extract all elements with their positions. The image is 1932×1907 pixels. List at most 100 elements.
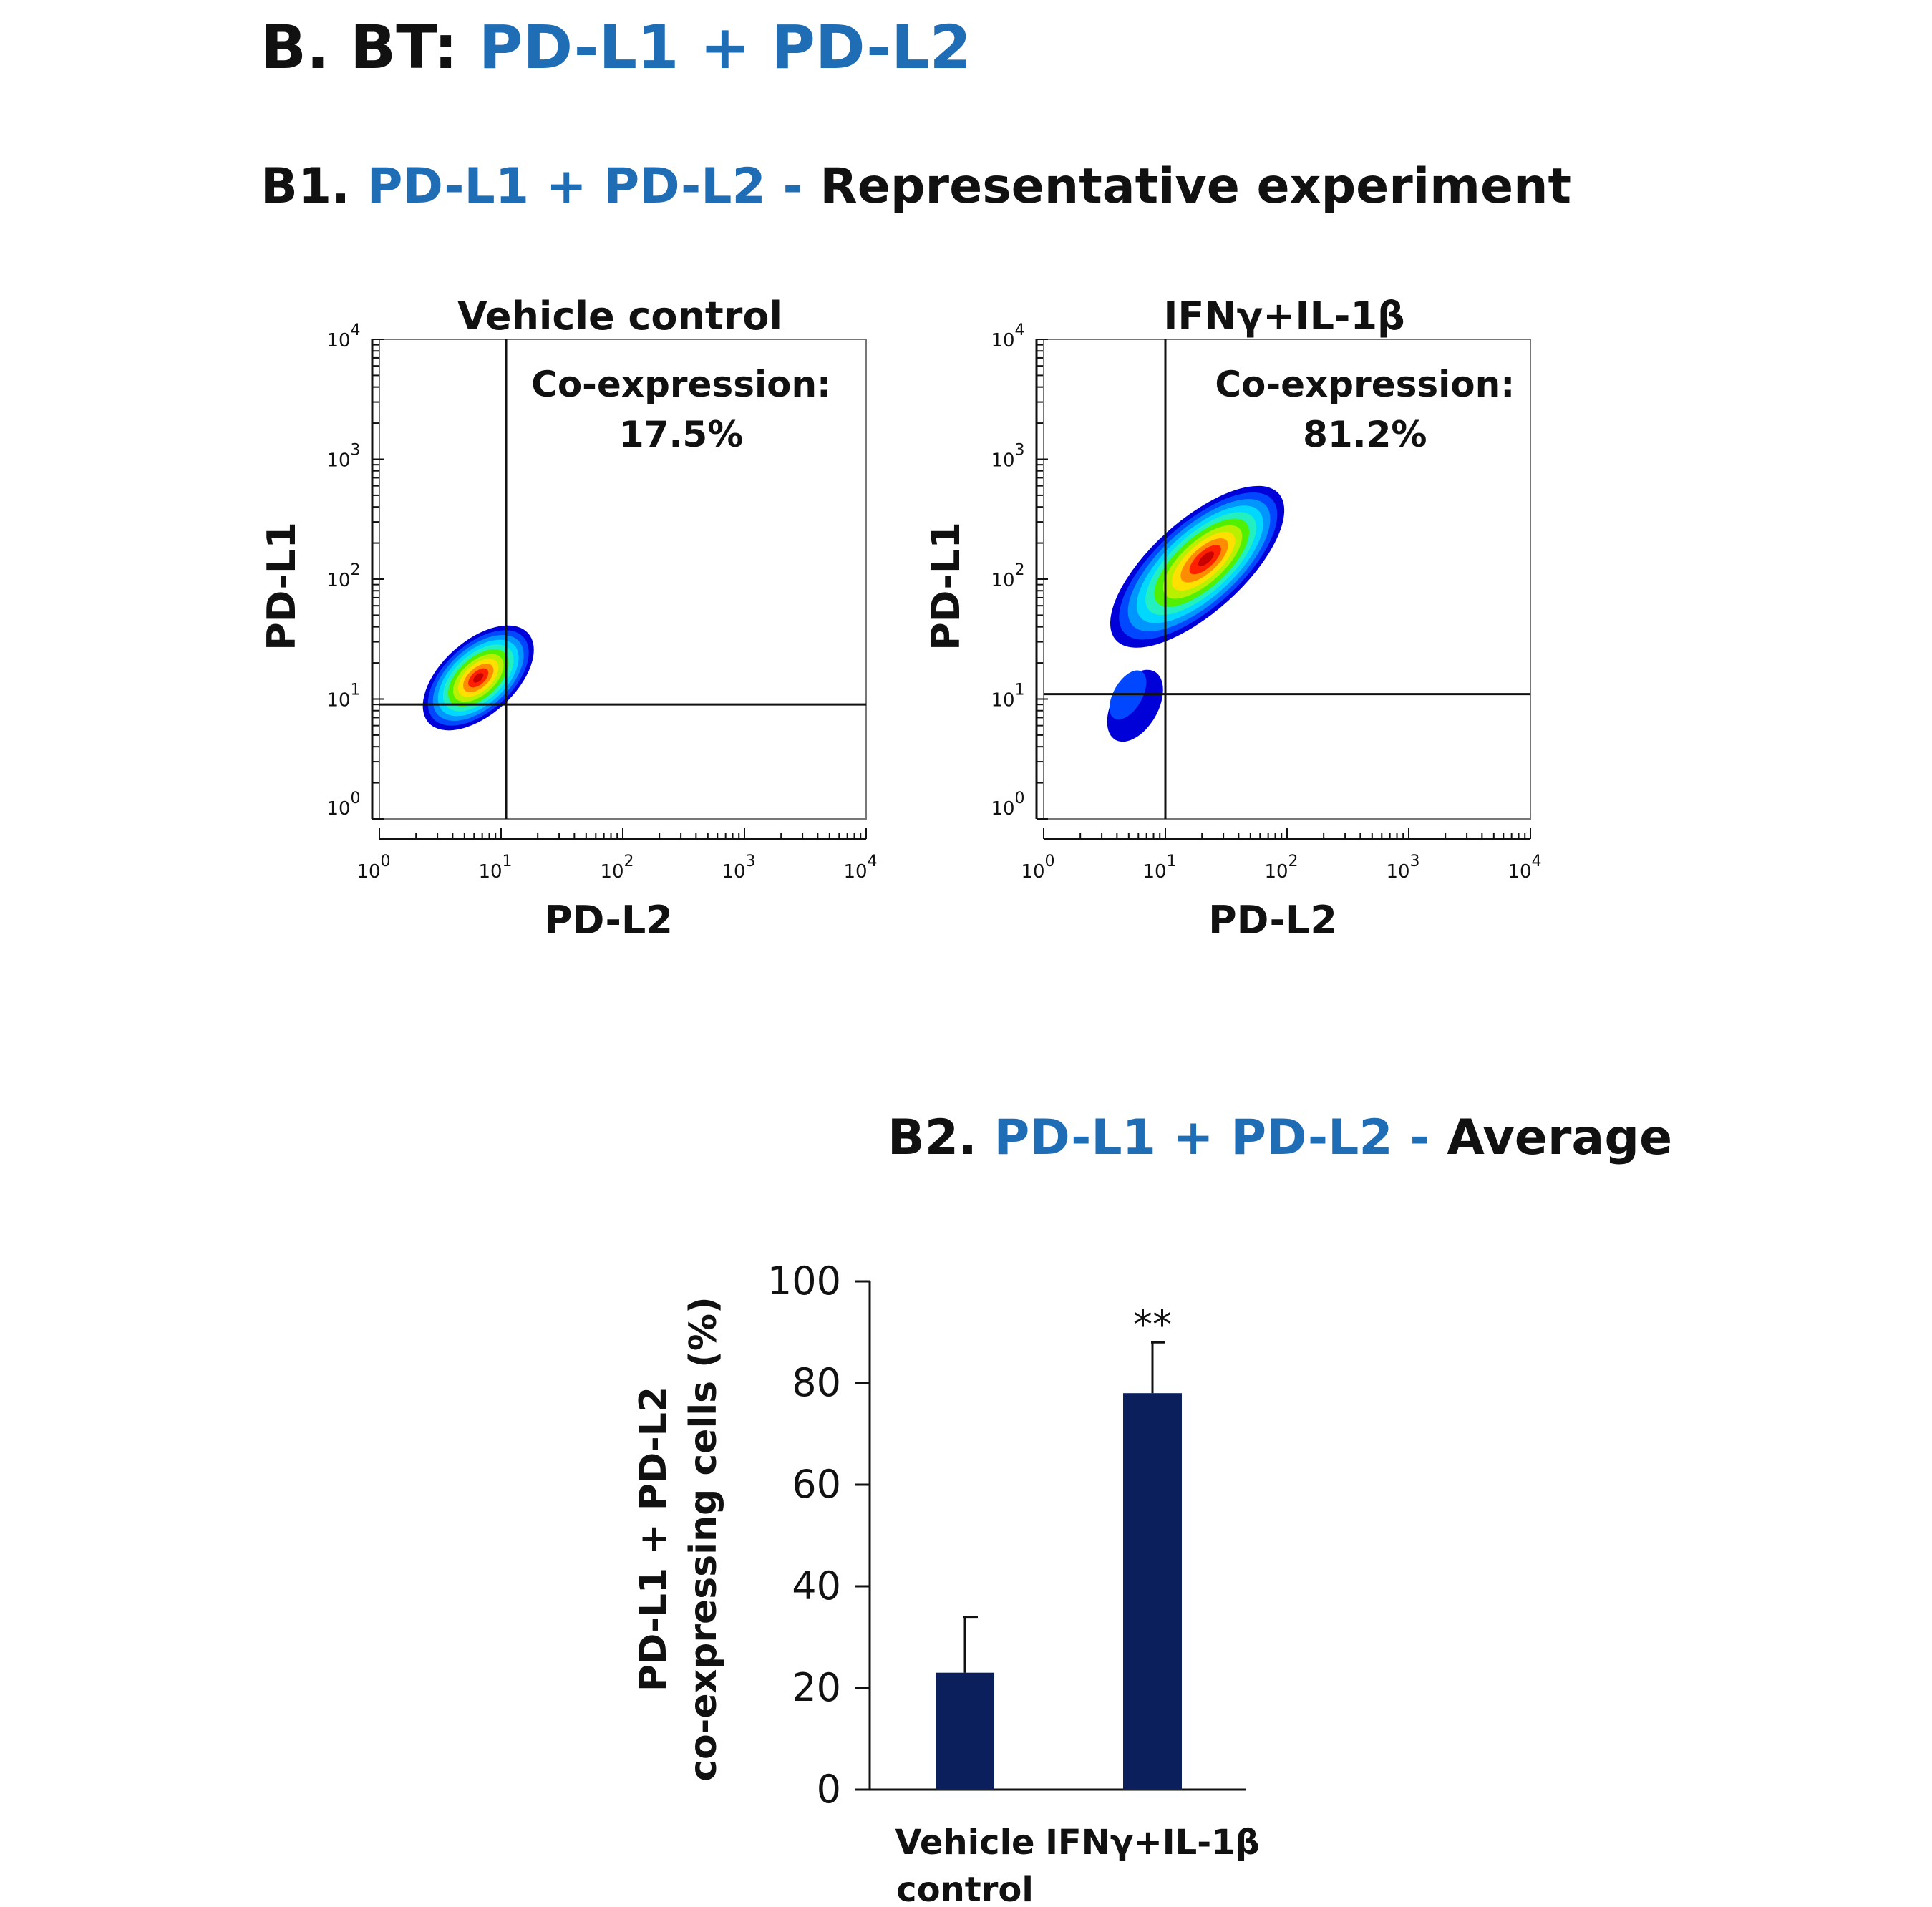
x-tick-label: 101 bbox=[478, 853, 512, 883]
tick-exponent: 0 bbox=[1015, 790, 1025, 807]
y-tick-label: 102 bbox=[991, 561, 1024, 591]
tick-base: 10 bbox=[326, 450, 350, 472]
x-axis-label: PD-L2 bbox=[544, 898, 673, 943]
tick-base: 10 bbox=[326, 690, 350, 712]
tick-exponent: 4 bbox=[1532, 853, 1542, 870]
section-b1-marker: PD-L1 + PD-L2 - bbox=[367, 158, 803, 215]
y-tick-label: 80 bbox=[792, 1360, 841, 1405]
bar-chart: 0 20 40 60 80 100 Vehicle control ** IFNγ+IL-1β PD… bbox=[632, 1258, 1260, 1907]
tick-exponent: 2 bbox=[351, 561, 361, 579]
tick-exponent: 1 bbox=[351, 681, 361, 699]
tick-exponent: 4 bbox=[868, 853, 878, 870]
y-axis-label: PD-L1 + PD-L2 bbox=[632, 1387, 675, 1692]
y-tick-label: 20 bbox=[792, 1665, 841, 1710]
x-tick-label: 101 bbox=[1142, 853, 1176, 883]
section-b2-heading: B2. PD-L1 + PD-L2 - Average bbox=[888, 1110, 1672, 1166]
y-tick-label: 100 bbox=[767, 1258, 841, 1304]
y-tick-label: 60 bbox=[792, 1462, 841, 1507]
plot-frame bbox=[379, 339, 867, 820]
section-b1-prefix: B1. bbox=[261, 158, 367, 215]
tick-base: 10 bbox=[1021, 861, 1044, 883]
tick-exponent: 0 bbox=[351, 790, 361, 807]
tick-base: 10 bbox=[478, 861, 502, 883]
tick-base: 10 bbox=[326, 330, 350, 351]
density-contour bbox=[1198, 551, 1215, 566]
coexpression-value: 17.5% bbox=[619, 414, 743, 455]
y-tick-label: 104 bbox=[326, 321, 360, 351]
figure-heading: B. BT: PD-L1 + PD-L2 bbox=[261, 12, 971, 82]
tick-exponent: 4 bbox=[351, 321, 361, 339]
bar bbox=[936, 1672, 994, 1790]
tick-base: 10 bbox=[991, 450, 1014, 472]
density-contour bbox=[473, 673, 484, 683]
coexpression-label: Co-expression: bbox=[531, 364, 831, 405]
y-axis-label: co-expressing cells (%) bbox=[682, 1296, 725, 1782]
coexpression-label: Co-expression: bbox=[1215, 364, 1515, 405]
x-category-label: control bbox=[896, 1870, 1034, 1907]
tick-base: 10 bbox=[326, 570, 350, 591]
x-tick-label: 100 bbox=[356, 853, 390, 883]
tick-exponent: 3 bbox=[351, 442, 361, 460]
bar bbox=[1123, 1393, 1182, 1790]
plot-title: IFNγ+IL-1β bbox=[1163, 293, 1404, 339]
x-tick-label: 102 bbox=[600, 853, 634, 883]
y-axis-label: PD-L1 bbox=[259, 522, 304, 651]
y-tick-label: 101 bbox=[326, 681, 360, 712]
tick-base: 10 bbox=[991, 570, 1014, 591]
significance-marker: ** bbox=[1133, 1302, 1172, 1347]
y-axis-label: PD-L1 bbox=[923, 522, 969, 651]
tick-exponent: 0 bbox=[381, 853, 391, 870]
section-b1-title: Representative experiment bbox=[803, 158, 1571, 215]
density-population bbox=[1110, 485, 1285, 648]
tick-base: 10 bbox=[326, 798, 350, 820]
section-b1-heading: B1. PD-L1 + PD-L2 - Representative exper… bbox=[261, 158, 1571, 215]
tick-base: 10 bbox=[843, 861, 867, 883]
tick-base: 10 bbox=[356, 861, 380, 883]
tick-exponent: 2 bbox=[1288, 853, 1298, 870]
tick-exponent: 1 bbox=[503, 853, 513, 870]
x-tick-label: 104 bbox=[843, 853, 877, 883]
x-tick-label: 103 bbox=[1386, 853, 1419, 883]
tick-exponent: 3 bbox=[1015, 442, 1025, 460]
tick-exponent: 1 bbox=[1015, 681, 1025, 699]
plot-frame bbox=[1043, 339, 1531, 820]
tick-base: 10 bbox=[991, 330, 1014, 351]
tick-exponent: 0 bbox=[1045, 853, 1055, 870]
plot-title: Vehicle control bbox=[457, 293, 782, 339]
tick-base: 10 bbox=[1142, 861, 1166, 883]
tick-base: 10 bbox=[991, 798, 1014, 820]
x-tick-label: 100 bbox=[1021, 853, 1054, 883]
section-b2-title: Average bbox=[1430, 1110, 1673, 1166]
section-b2-marker: PD-L1 + PD-L2 - bbox=[994, 1110, 1430, 1166]
tick-exponent: 3 bbox=[746, 853, 756, 870]
tick-base: 10 bbox=[1508, 861, 1531, 883]
y-tick-label: 100 bbox=[326, 790, 360, 820]
figure-heading-title: PD-L1 + PD-L2 bbox=[479, 12, 971, 82]
y-tick-label: 104 bbox=[991, 321, 1024, 351]
tick-exponent: 2 bbox=[1015, 561, 1025, 579]
tick-base: 10 bbox=[600, 861, 623, 883]
tick-exponent: 1 bbox=[1167, 853, 1177, 870]
y-tick-label: 100 bbox=[991, 790, 1024, 820]
tick-exponent: 2 bbox=[624, 853, 634, 870]
y-tick-label: 102 bbox=[326, 561, 360, 591]
y-tick-label: 101 bbox=[991, 681, 1024, 712]
x-axis-label: PD-L2 bbox=[1208, 898, 1337, 943]
tick-base: 10 bbox=[722, 861, 745, 883]
coexpression-value: 81.2% bbox=[1303, 414, 1427, 455]
x-tick-label: 102 bbox=[1264, 853, 1298, 883]
tick-base: 10 bbox=[991, 690, 1014, 712]
tick-base: 10 bbox=[1386, 861, 1409, 883]
y-tick-label: 103 bbox=[326, 442, 360, 472]
y-tick-label: 40 bbox=[792, 1563, 841, 1608]
x-tick-label: 103 bbox=[722, 853, 755, 883]
section-b2-prefix: B2. bbox=[888, 1110, 994, 1166]
x-category-label: IFNγ+IL-1β bbox=[1045, 1823, 1260, 1863]
tick-exponent: 3 bbox=[1410, 853, 1420, 870]
